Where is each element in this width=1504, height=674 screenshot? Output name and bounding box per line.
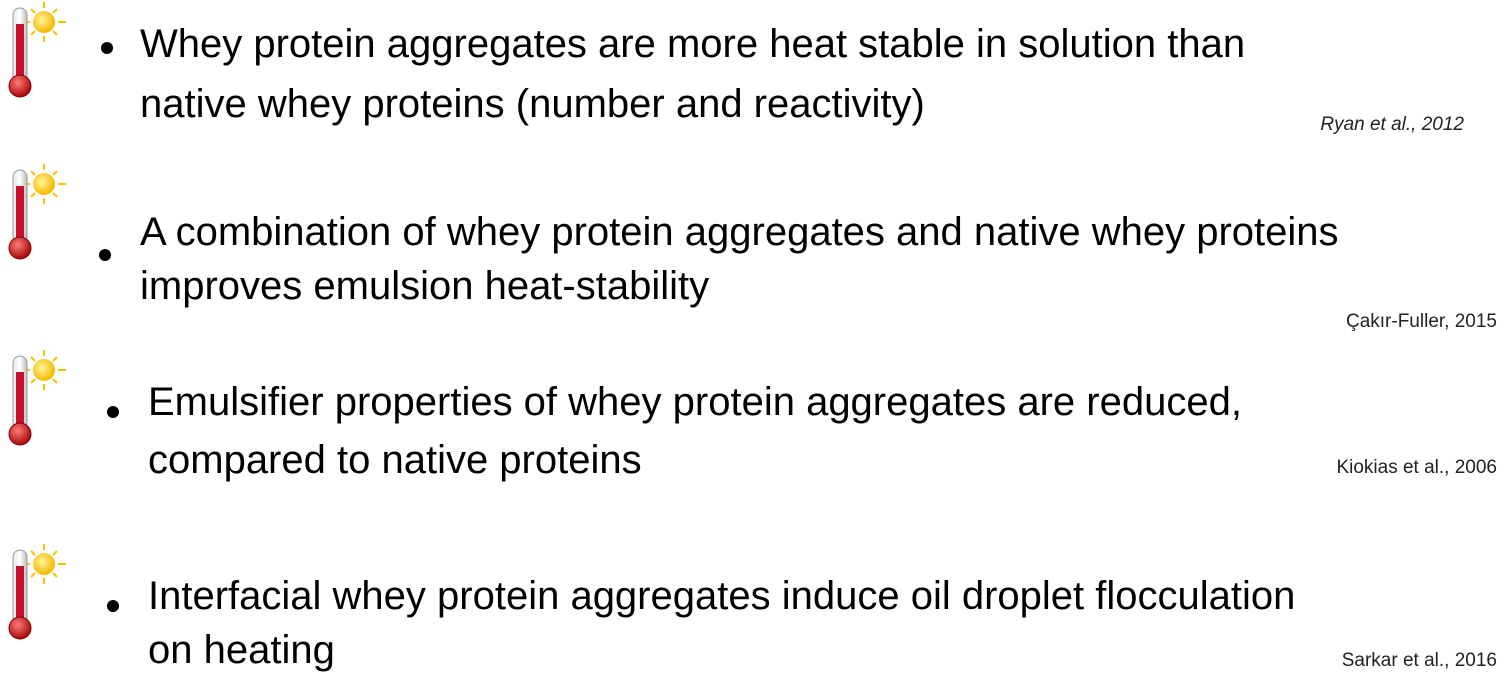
bullet-text: native whey proteins (number and reactiv… bbox=[140, 82, 925, 126]
bullet-text: compared to native proteins bbox=[148, 438, 642, 482]
bullet-text: Whey protein aggregates are more heat st… bbox=[140, 22, 1246, 66]
thermometer-icon bbox=[4, 0, 68, 100]
bullet-text: Interfacial whey protein aggregates indu… bbox=[148, 574, 1296, 618]
bullet-text: Emulsifier properties of whey protein ag… bbox=[148, 380, 1242, 424]
bullet bbox=[107, 406, 119, 418]
bullet bbox=[99, 249, 111, 261]
bullet bbox=[101, 42, 113, 54]
citation: Çakır-Fuller, 2015 bbox=[1345, 311, 1497, 332]
citation: Kiokias et al., 2006 bbox=[1336, 457, 1497, 478]
bullet bbox=[107, 600, 119, 612]
citation: Sarkar et al., 2016 bbox=[1341, 650, 1497, 671]
thermometer-icon bbox=[4, 542, 68, 642]
bullet-text: on heating bbox=[148, 628, 335, 672]
bullet-text: A combination of whey protein aggregates… bbox=[140, 210, 1339, 254]
citation: Ryan et al., 2012 bbox=[1320, 114, 1464, 135]
bullet-text: improves emulsion heat-stability bbox=[140, 264, 710, 308]
thermometer-icon bbox=[4, 162, 68, 262]
thermometer-icon bbox=[4, 348, 68, 448]
